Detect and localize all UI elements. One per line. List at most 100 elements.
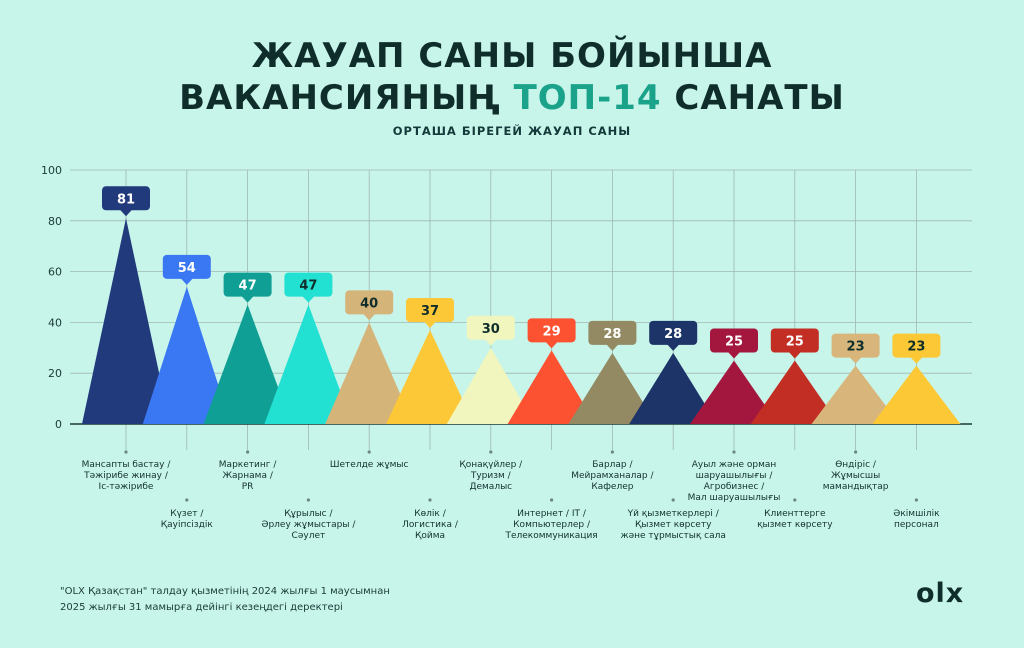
category-label-line: Шетелде жұмыс bbox=[330, 460, 409, 470]
value-label: 47 bbox=[223, 272, 272, 303]
footnote-line2: 2025 жылғы 31 мамырға дейінгі кезеңдегі … bbox=[60, 602, 343, 613]
bar-triangle bbox=[386, 330, 474, 424]
value-label-pointer bbox=[606, 344, 619, 351]
value-label-box bbox=[892, 333, 941, 358]
chart-title-line1: ЖАУАП САНЫ БОЙЫНША bbox=[251, 36, 773, 76]
value-label-box bbox=[406, 298, 454, 323]
value-label-text: 23 bbox=[907, 340, 925, 355]
value-label-box bbox=[223, 272, 272, 297]
category-label-line: Өндіріс / bbox=[835, 460, 877, 470]
category-marker bbox=[124, 450, 128, 454]
category-label-line: Компьютерлер / bbox=[513, 520, 591, 530]
y-tick-label: 60 bbox=[48, 266, 62, 279]
category-marker bbox=[246, 450, 250, 454]
bar-triangle bbox=[203, 304, 292, 424]
value-label-text: 28 bbox=[664, 327, 682, 342]
category-label: Клиенттерге қызмет көрсету bbox=[757, 509, 833, 530]
category-label-line: Мансапты бастау / bbox=[82, 460, 172, 470]
category-label-line: Кафелер bbox=[591, 482, 633, 492]
category-marker bbox=[610, 450, 615, 454]
category-label-line: Көлік / bbox=[414, 509, 446, 519]
footnote-line1: "OLX Қазақстан" талдау қызметінің 2024 ж… bbox=[60, 586, 390, 597]
y-tick-label: 20 bbox=[48, 367, 62, 380]
bar-triangle bbox=[690, 360, 778, 424]
category-marker bbox=[367, 450, 371, 454]
value-label-text: 37 bbox=[421, 304, 439, 319]
category-label-line: Маркетинг / bbox=[219, 460, 278, 470]
bar-triangle bbox=[264, 304, 353, 424]
bar-triangle bbox=[142, 286, 231, 424]
olx-logo: olx bbox=[916, 578, 965, 609]
category-label-line: Барлар / bbox=[592, 460, 633, 470]
value-label: 37 bbox=[406, 298, 454, 329]
value-label-text: 23 bbox=[847, 340, 865, 355]
category-label: Маркетинг / Жарнама / PR bbox=[219, 460, 278, 492]
category-label-line: Іс-тәжірибе bbox=[99, 482, 154, 492]
category-label-line: Әрлеу жұмыстары / bbox=[261, 520, 356, 530]
bar-triangle bbox=[629, 352, 718, 424]
category-label: Барлар / Мейрамханалар / Кафелер bbox=[571, 460, 654, 492]
value-label: 25 bbox=[710, 328, 758, 359]
title-prefix: ВАКАНСИЯНЫҢ bbox=[179, 78, 501, 118]
value-label-box bbox=[284, 272, 333, 297]
category-label-line: Қойма bbox=[415, 531, 445, 541]
bar-triangle bbox=[811, 365, 900, 424]
value-label-pointer bbox=[484, 339, 497, 346]
value-label-text: 40 bbox=[360, 296, 378, 311]
category-label: Мансапты бастау / Тәжірибе жинау / Іс-тәжі… bbox=[82, 460, 172, 492]
value-label-box bbox=[102, 186, 150, 211]
value-label-text: 81 bbox=[117, 192, 135, 207]
category-marker bbox=[306, 498, 310, 502]
value-label-pointer bbox=[788, 352, 801, 359]
value-label-text: 54 bbox=[178, 261, 196, 276]
category-label-line: Демалыс bbox=[469, 482, 512, 492]
y-tick-label: 80 bbox=[48, 215, 62, 228]
title-accent: ТОП-14 bbox=[513, 78, 662, 118]
category-label-line: Әкімшілік bbox=[893, 509, 940, 519]
value-label-pointer bbox=[180, 278, 193, 285]
category-label-line: мамандықтар bbox=[823, 482, 889, 492]
category-label-line: Клиенттерге bbox=[764, 509, 826, 519]
value-label: 47 bbox=[284, 272, 333, 303]
value-label-box bbox=[466, 315, 515, 340]
value-label-text: 25 bbox=[725, 335, 743, 350]
category-label-line: Жұмысшы bbox=[831, 471, 880, 481]
value-label-pointer bbox=[120, 209, 132, 217]
category-marker bbox=[854, 450, 858, 454]
bar-triangle bbox=[872, 365, 961, 424]
category-label-line: шаруашылығы / bbox=[696, 471, 774, 481]
value-label-box bbox=[649, 320, 698, 345]
value-label: 28 bbox=[588, 320, 637, 351]
value-label-pointer bbox=[667, 344, 680, 351]
category-label-line: Жарнама / bbox=[222, 471, 273, 481]
value-label-pointer bbox=[363, 313, 376, 321]
value-label-text: 29 bbox=[543, 324, 561, 339]
value-label-box bbox=[770, 328, 819, 353]
value-label: 23 bbox=[831, 333, 880, 364]
category-label-line: Сәулет bbox=[292, 531, 326, 541]
category-label: Әкімшілік персонал bbox=[893, 509, 940, 530]
category-label-line: Қызмет көрсету bbox=[635, 520, 712, 530]
category-marker bbox=[914, 498, 919, 502]
value-label: 25 bbox=[770, 328, 819, 359]
category-label-line: Мейрамханалар / bbox=[571, 471, 654, 481]
bar-triangle bbox=[82, 218, 170, 424]
category-marker bbox=[185, 498, 189, 502]
value-label-box bbox=[710, 328, 758, 353]
bar-triangle bbox=[568, 352, 657, 424]
category-label: Өндіріс / Жұмысшы мамандықтар bbox=[823, 460, 889, 492]
y-tick-label: 0 bbox=[55, 418, 62, 431]
value-label-pointer bbox=[424, 321, 436, 329]
value-label: 40 bbox=[345, 290, 394, 321]
category-marker bbox=[671, 498, 675, 502]
category-label-line: Үй қызметкерлері / bbox=[627, 509, 720, 519]
value-label-box bbox=[588, 320, 637, 345]
category-label-line: Мал шаруашылығы bbox=[688, 493, 781, 503]
category-marker bbox=[793, 498, 797, 502]
category-label: Үй қызметкерлері / Қызмет көрсету және тұр… bbox=[620, 509, 725, 541]
value-label: 28 bbox=[649, 320, 698, 351]
value-label-pointer bbox=[728, 352, 740, 359]
category-label: Құрылыс / Әрлеу жұмыстары / Сәулет bbox=[261, 509, 356, 541]
category-label-line: Құрылыс / bbox=[284, 509, 333, 519]
